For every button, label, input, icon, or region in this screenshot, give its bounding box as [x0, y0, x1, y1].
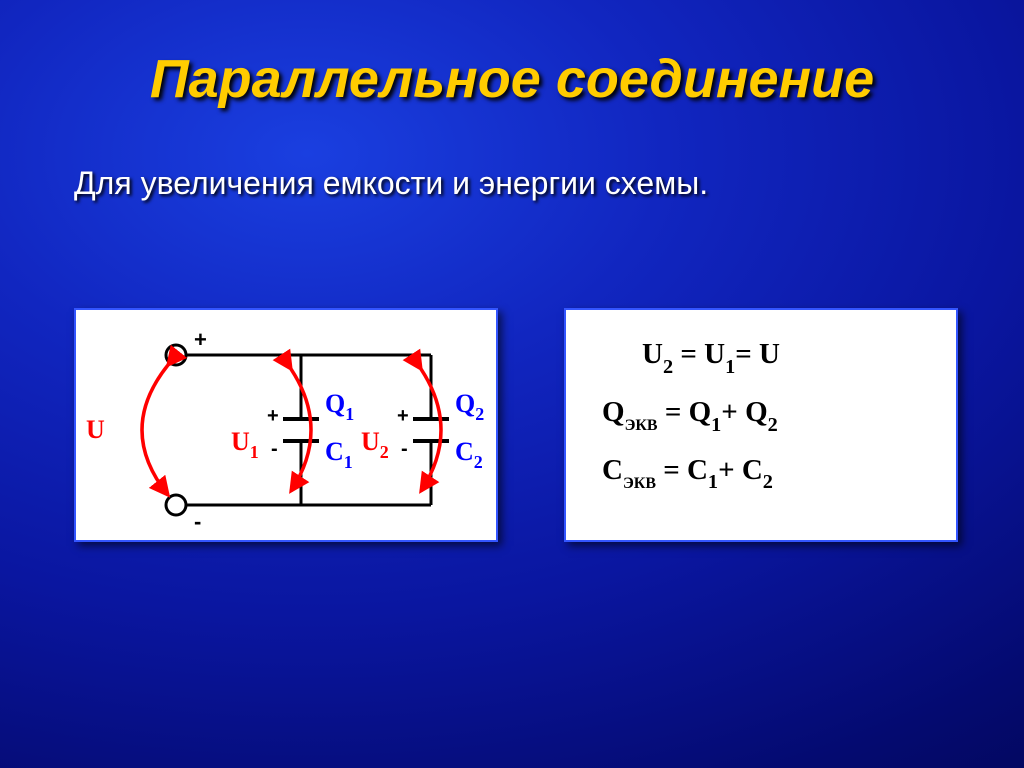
svg-text:+: +	[397, 405, 409, 427]
svg-text:-: -	[194, 509, 201, 534]
slide-background: Параллельное соединение Для увеличения е…	[0, 0, 1024, 768]
equation-row: QЭКВ = Q1+ Q2	[602, 396, 946, 434]
svg-text:U2: U2	[361, 427, 389, 462]
equations-list: U2 = U1= U QЭКВ = Q1+ Q2 CЭКВ = C1+ C2	[566, 310, 956, 521]
svg-text:C1: C1	[325, 437, 353, 472]
svg-text:C2: C2	[455, 437, 483, 472]
svg-text:Q1: Q1	[325, 389, 354, 424]
equation-row: U2 = U1= U	[642, 338, 946, 376]
svg-text:U: U	[86, 415, 105, 444]
equations-panel: U2 = U1= U QЭКВ = Q1+ Q2 CЭКВ = C1+ C2	[564, 308, 958, 542]
circuit-panel: + - U + - Q1 C1 U1 + - Q2 C2 U2	[74, 308, 498, 542]
equation-row: CЭКВ = C1+ C2	[602, 454, 946, 492]
svg-text:+: +	[194, 327, 207, 352]
slide-subtitle: Для увеличения емкости и энергии схемы.	[74, 165, 954, 202]
svg-text:+: +	[267, 405, 279, 427]
svg-text:Q2: Q2	[455, 389, 484, 424]
svg-text:U1: U1	[231, 427, 259, 462]
svg-text:-: -	[271, 438, 278, 460]
svg-text:-: -	[401, 438, 408, 460]
circuit-diagram: + - U + - Q1 C1 U1 + - Q2 C2 U2	[76, 310, 496, 540]
slide-title: Параллельное соединение	[0, 48, 1024, 110]
